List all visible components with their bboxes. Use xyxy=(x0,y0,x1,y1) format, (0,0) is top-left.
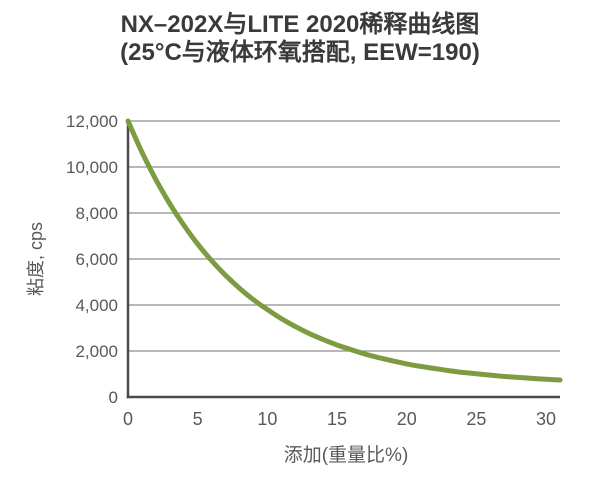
x-tick-label: 20 xyxy=(397,409,417,429)
x-tick-label: 25 xyxy=(466,409,486,429)
x-tick-label: 5 xyxy=(193,409,203,429)
x-axis-title: 添加(重量比%) xyxy=(284,444,409,466)
y-tick-label: 4,000 xyxy=(75,296,118,315)
y-tick-label: 12,000 xyxy=(66,112,118,131)
y-tick-label: 10,000 xyxy=(66,158,118,177)
y-tick-label: 0 xyxy=(109,388,118,407)
y-tick-label: 8,000 xyxy=(75,204,118,223)
chart-subtitle: (25°C与液体环氧搭配, EEW=190) xyxy=(120,39,480,66)
y-tick-label: 2,000 xyxy=(75,342,118,361)
y-axis-title: 粘度, cps xyxy=(26,222,46,296)
x-tick-label: 15 xyxy=(327,409,347,429)
x-tick-label: 0 xyxy=(123,409,133,429)
chart-title: NX–202X与LITE 2020稀释曲线图 xyxy=(120,11,480,38)
dilution-curve xyxy=(125,118,563,383)
x-tick-label: 10 xyxy=(257,409,277,429)
x-tick-label: 30 xyxy=(536,409,556,429)
chart-title-block: NX–202X与LITE 2020稀释曲线图 (25°C与液体环氧搭配, EEW… xyxy=(0,11,600,67)
y-tick-label: 6,000 xyxy=(75,250,118,269)
